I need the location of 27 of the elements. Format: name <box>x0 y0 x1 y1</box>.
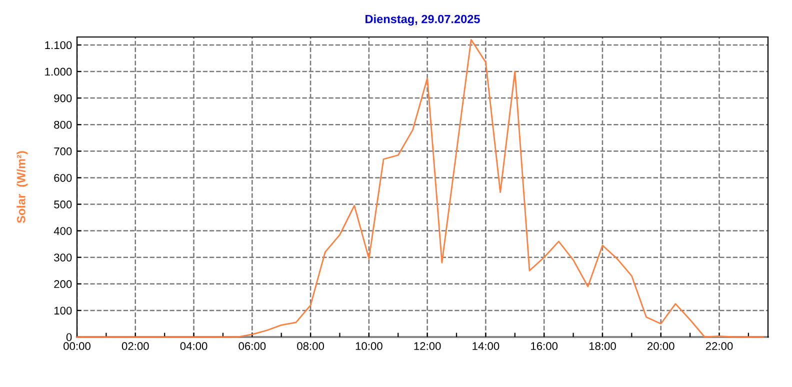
x-tick-label: 04:00 <box>180 342 208 350</box>
x-tick-label: 12:00 <box>414 342 441 350</box>
x-tick-label: 18:00 <box>589 342 616 350</box>
y-tick-label: 300 <box>54 254 72 262</box>
y-axis-title: Solar (W/m²) <box>16 151 28 224</box>
y-tick-label: 500 <box>54 200 72 208</box>
x-tick-label: 10:00 <box>356 342 382 350</box>
y-tick-label: 600 <box>54 174 72 182</box>
y-tick-label: 1.100 <box>45 41 72 50</box>
x-tick-label: 22:00 <box>706 342 733 350</box>
x-tick-label: 02:00 <box>122 342 149 350</box>
y-tick-label: 200 <box>54 280 72 288</box>
x-tick-label: 20:00 <box>648 342 674 350</box>
chart-title: Dienstag, 29.07.2025 <box>366 14 480 26</box>
y-tick-label: 700 <box>54 147 72 156</box>
x-tick-label: 08:00 <box>297 342 324 350</box>
y-tick-label: 0 <box>66 333 72 342</box>
x-tick-label: 14:00 <box>472 342 500 350</box>
y-tick-label: 400 <box>54 227 72 235</box>
y-tick-label: 900 <box>54 94 72 102</box>
y-tick-label: 800 <box>54 120 72 129</box>
x-tick-label: 16:00 <box>531 342 558 350</box>
x-tick-label: 06:00 <box>238 342 266 350</box>
y-tick-label: 100 <box>54 306 72 315</box>
y-tick-label: 1.000 <box>45 68 72 76</box>
x-tick-label: 00:00 <box>64 342 90 350</box>
line-series <box>76 38 764 338</box>
